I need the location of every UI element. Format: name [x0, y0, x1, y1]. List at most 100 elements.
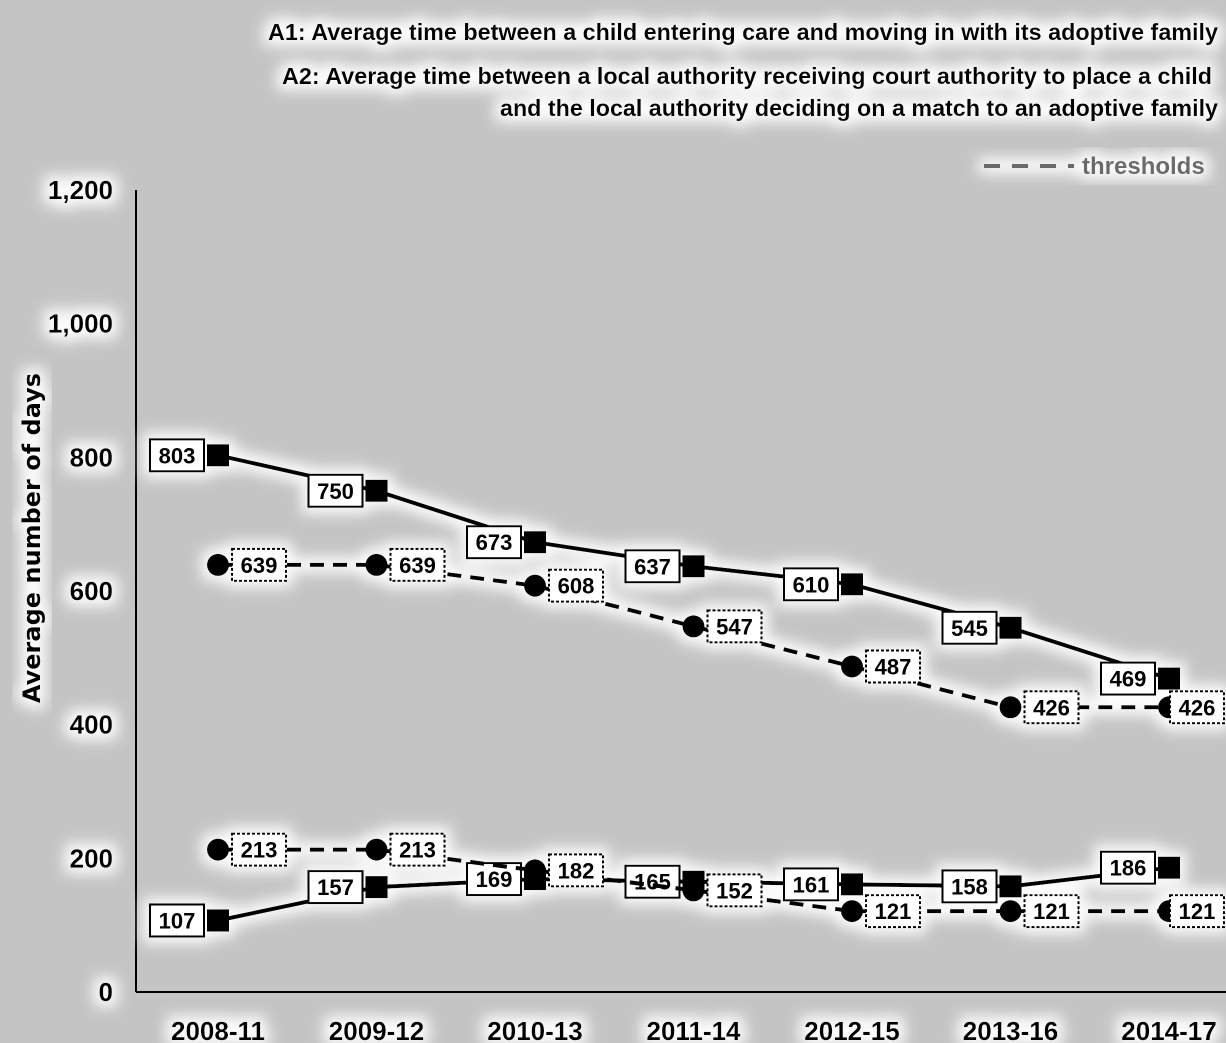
series-2-marker [999, 696, 1022, 719]
axis-ticks: 0 200 400 600 800 1,000 1,200 2008-11 2009-12 201… [48, 175, 1217, 1043]
data-label-box [624, 549, 681, 584]
y-tick-label: 1,000 [48, 309, 113, 339]
y-axis-label-group: Average number of days [18, 373, 46, 703]
y-axis-label: Average number of days [18, 373, 46, 703]
data-label-box [231, 832, 287, 867]
series-4-marker [841, 900, 863, 923]
data-label-box [706, 609, 763, 644]
data-label-box [149, 438, 205, 473]
series-3-marker [365, 876, 388, 899]
series-4-marker [999, 900, 1022, 923]
data-label-box [389, 832, 446, 867]
series-2-marker [682, 615, 705, 638]
series-1-marker [207, 444, 229, 467]
data-label-box [466, 525, 522, 560]
data-label: 750 [317, 479, 354, 504]
axes [135, 190, 1226, 993]
series-1-marker [841, 573, 863, 596]
series-1-marker [524, 531, 546, 554]
data-label: 169 [476, 867, 513, 892]
series-1-marker [365, 479, 388, 502]
data-label: 639 [241, 553, 278, 578]
data-label-box [706, 873, 763, 908]
data-label: 182 [558, 858, 595, 883]
data-label: 545 [951, 616, 988, 641]
data-label-box [1100, 850, 1156, 885]
data-label: 487 [875, 655, 912, 680]
data-label-box [231, 547, 287, 582]
series-3-marker [841, 873, 863, 896]
data-label: 637 [634, 554, 671, 579]
data-label-box [941, 869, 998, 904]
data-label: 161 [793, 872, 830, 897]
series-3-marker [207, 909, 229, 932]
series-4-marker [365, 838, 388, 861]
data-label: 469 [1110, 667, 1147, 692]
data-label-box [1023, 690, 1080, 725]
data-label-box [865, 894, 921, 929]
chart-title-line-1: A1: Average time between a child enterin… [268, 19, 1218, 45]
series-2-marker [207, 553, 229, 576]
series-4-marker [524, 859, 546, 882]
chart-title-line-3: and the local authority deciding on a ma… [500, 95, 1218, 121]
data-label-box [1169, 690, 1225, 725]
series-1: 803 750 673 637 610 545 469 [149, 438, 1180, 696]
series-4-marker [207, 838, 229, 861]
legend: thresholds [984, 153, 1205, 180]
data-label-box [149, 903, 205, 938]
series-1-marker [1158, 667, 1180, 690]
data-label: 107 [159, 908, 196, 933]
plot-marks: 803 750 673 637 610 545 469 639 639 608 547 487 426 4… [149, 438, 1225, 938]
data-label-box [783, 867, 839, 902]
data-label: 152 [716, 878, 753, 903]
y-tick-label: 1,200 [48, 175, 113, 205]
legend-thresholds-label: thresholds [1082, 153, 1205, 180]
data-label: 608 [558, 574, 595, 599]
data-label: 213 [241, 838, 278, 863]
data-label: 157 [317, 875, 354, 900]
data-label-box [307, 870, 364, 905]
data-label: 186 [1110, 856, 1147, 881]
data-label: 121 [875, 899, 912, 924]
y-tick-label: 0 [99, 977, 113, 1007]
data-label: 121 [1033, 899, 1070, 924]
y-tick-label: 400 [70, 710, 113, 740]
data-label: 610 [793, 572, 830, 597]
series-4: 213 213 182 152 121 121 121 [207, 832, 1225, 929]
x-tick-label: 2013-16 [963, 1016, 1058, 1043]
data-label-box [1100, 661, 1156, 696]
series-3-marker [999, 875, 1022, 898]
data-label-box [1169, 894, 1225, 929]
data-label: 803 [159, 443, 196, 468]
y-tick-label: 600 [70, 576, 113, 606]
x-tick-label: 2010-13 [487, 1016, 582, 1043]
series-2: 639 639 608 547 487 426 426 [207, 547, 1225, 725]
series-2-marker [841, 655, 863, 678]
series-2-marker [524, 574, 546, 597]
x-tick-label: 2009-12 [329, 1016, 424, 1043]
series-4-marker [682, 879, 705, 902]
data-label: 673 [476, 530, 513, 555]
data-label-box [1023, 894, 1080, 929]
data-label: 121 [1179, 899, 1216, 924]
series-2-marker [365, 553, 388, 576]
data-label-box [389, 547, 446, 582]
chart-title-line-2: A2: Average time between a local authori… [282, 63, 1212, 89]
x-tick-label: 2008-11 [171, 1016, 265, 1043]
data-label-box [548, 568, 604, 603]
x-tick-label: 2012-15 [804, 1016, 899, 1043]
series-1-marker [682, 555, 705, 578]
x-tick-label: 2014-17 [1121, 1016, 1216, 1043]
data-label-box [865, 649, 921, 684]
data-label-box [783, 567, 839, 602]
data-label-box [941, 610, 998, 645]
series-1-marker [999, 616, 1022, 639]
chart-titles: A1: Average time between a child enterin… [268, 19, 1218, 121]
x-tick-label: 2011-14 [647, 1016, 742, 1043]
y-tick-label: 200 [70, 843, 113, 873]
data-label: 547 [716, 614, 753, 639]
y-tick-label: 800 [70, 442, 113, 472]
data-label-box [548, 853, 604, 888]
